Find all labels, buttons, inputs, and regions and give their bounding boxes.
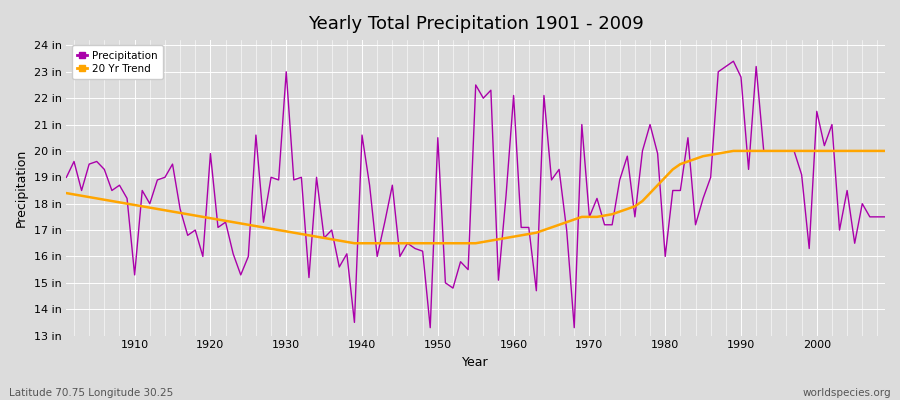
X-axis label: Year: Year — [463, 356, 489, 369]
Legend: Precipitation, 20 Yr Trend: Precipitation, 20 Yr Trend — [72, 45, 163, 79]
Text: Latitude 70.75 Longitude 30.25: Latitude 70.75 Longitude 30.25 — [9, 388, 173, 398]
Text: worldspecies.org: worldspecies.org — [803, 388, 891, 398]
Title: Yearly Total Precipitation 1901 - 2009: Yearly Total Precipitation 1901 - 2009 — [308, 15, 644, 33]
Y-axis label: Precipitation: Precipitation — [15, 149, 28, 227]
